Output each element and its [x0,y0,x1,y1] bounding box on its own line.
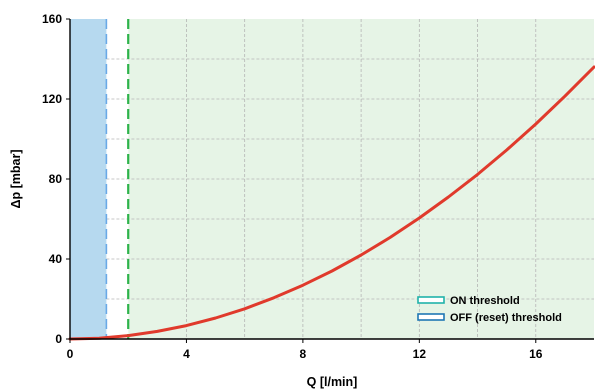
legend: ON threshold OFF (reset) threshold [417,295,562,324]
x-tick-label: 16 [529,347,543,361]
x-tick-label: 4 [183,347,190,361]
axes [66,18,594,343]
legend-label-on-threshold: ON threshold [450,295,520,307]
legend-swatch-off-threshold [417,313,445,321]
x-axis-title: Q [l/min] [307,375,358,389]
x-tick-label: 12 [413,347,427,361]
data-series [68,65,595,341]
grid-lines [106,19,594,339]
y-tick-label: 40 [49,252,63,266]
y-tick-label: 120 [42,92,62,106]
threshold-lines [105,19,130,339]
y-tick-label: 160 [42,12,62,26]
off-region [70,19,107,339]
y-tick-label: 0 [55,332,62,346]
series-line [68,65,595,341]
y-axis-title: Δp [mbar] [9,150,23,209]
y-tick-label: 80 [49,172,63,186]
legend-swatch-on-threshold [417,296,445,304]
legend-label-off-threshold: OFF (reset) threshold [450,312,562,324]
x-tick-label: 8 [300,347,307,361]
x-tick-label: 0 [67,347,74,361]
